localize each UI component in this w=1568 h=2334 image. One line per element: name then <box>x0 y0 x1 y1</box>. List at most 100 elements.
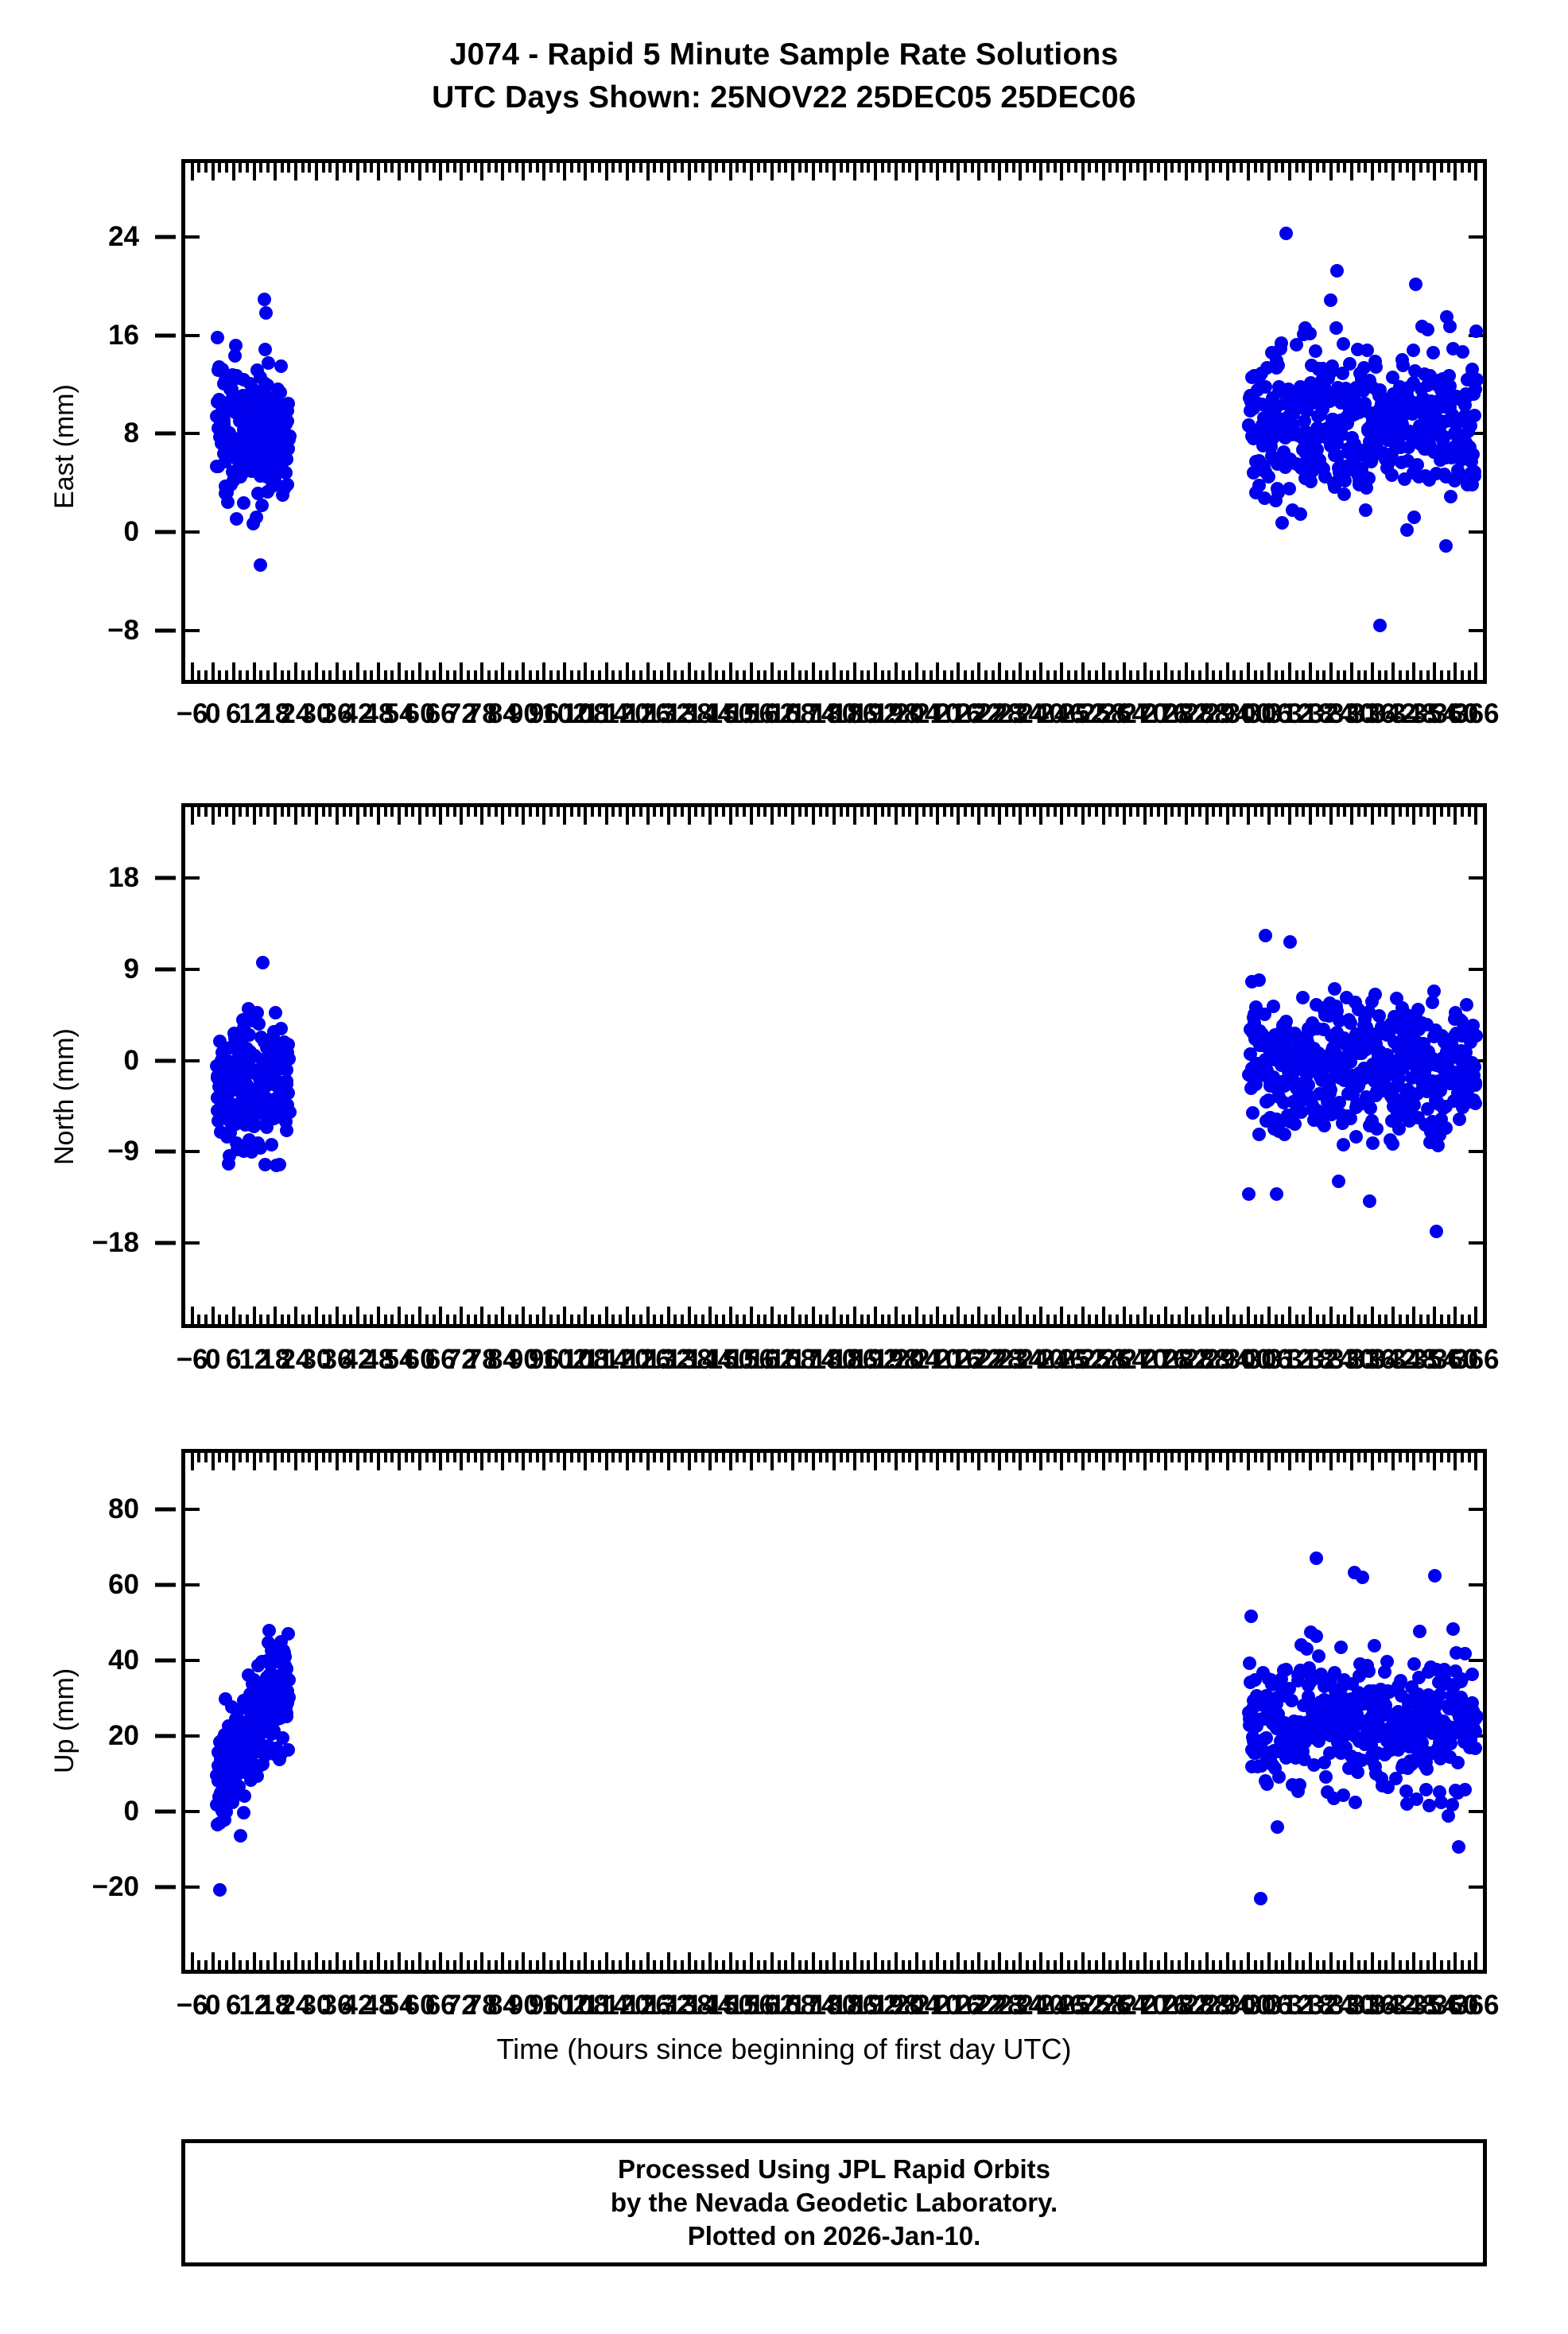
x-tick-mark <box>984 807 988 817</box>
x-tick-mark <box>1371 1952 1375 1970</box>
x-tick-mark <box>308 807 312 817</box>
x-tick-mark <box>1308 1307 1312 1324</box>
x-tick-mark <box>833 807 836 825</box>
y-tick-label: −20 <box>91 1870 139 1902</box>
x-tick-mark <box>1302 807 1306 817</box>
x-tick-mark <box>722 1960 726 1970</box>
x-tick-mark <box>287 1315 291 1324</box>
x-tick-mark <box>1053 1315 1057 1324</box>
data-point <box>281 1086 296 1101</box>
x-tick-mark <box>1032 1960 1036 1970</box>
data-point <box>255 498 270 512</box>
x-tick-mark <box>604 662 608 680</box>
x-tick-mark <box>763 163 767 173</box>
x-tick-mark <box>708 1952 712 1970</box>
x-tick-mark <box>197 1453 201 1462</box>
x-tick-mark <box>432 1960 436 1970</box>
x-tick-mark <box>632 670 636 680</box>
data-point <box>1407 1657 1421 1672</box>
x-tick-mark <box>770 1453 774 1470</box>
x-tick-mark <box>1253 1960 1257 1970</box>
x-tick-mark <box>743 670 747 680</box>
x-tick-mark <box>1170 1960 1174 1970</box>
x-tick-mark <box>1170 163 1174 173</box>
x-tick-mark <box>597 1960 601 1970</box>
x-tick-mark <box>659 807 663 817</box>
x-tick-mark <box>1308 662 1312 680</box>
x-tick-mark <box>328 807 332 817</box>
data-point <box>1466 447 1481 461</box>
data-point <box>211 330 225 344</box>
x-tick-mark <box>922 1453 926 1462</box>
x-tick-mark <box>1356 1453 1360 1462</box>
x-tick-mark <box>936 1307 940 1324</box>
data-point <box>249 510 263 524</box>
x-tick-mark <box>404 1315 408 1324</box>
x-tick-mark <box>218 163 222 173</box>
x-tick-mark <box>1322 1453 1326 1462</box>
x-tick-mark <box>1178 1315 1182 1324</box>
x-tick-mark <box>225 670 229 680</box>
x-tick-mark <box>1467 807 1471 817</box>
data-point <box>260 379 274 392</box>
x-tick-mark <box>218 1453 222 1462</box>
x-tick-mark <box>335 163 339 181</box>
x-tick-mark <box>1115 163 1119 173</box>
x-tick-mark <box>1412 163 1416 181</box>
x-tick-mark <box>735 670 739 680</box>
x-tick-mark <box>1081 163 1085 181</box>
x-tick-mark <box>466 1453 470 1462</box>
x-tick-mark <box>231 807 235 825</box>
x-tick-labels-east: −6 0 6 12 18 24 30 36 42 48 54 60 66 72 78 84 90 96 102 108… <box>177 698 1500 735</box>
x-tick-mark <box>273 1952 277 1970</box>
x-tick-mark <box>1426 163 1430 173</box>
x-tick-mark <box>1322 1315 1326 1324</box>
x-tick-mark <box>1260 1960 1264 1970</box>
x-tick-mark <box>632 1315 636 1324</box>
x-tick-mark <box>1019 163 1023 181</box>
x-tick-mark <box>1198 1315 1202 1324</box>
x-tick-mark <box>770 662 774 680</box>
x-tick-mark <box>625 662 629 680</box>
x-tick-mark <box>370 670 374 680</box>
y-tick-mark <box>185 235 200 239</box>
data-point <box>1271 358 1286 372</box>
x-tick-mark <box>728 163 732 181</box>
x-tick-mark <box>383 163 387 173</box>
x-tick-mark <box>1198 670 1202 680</box>
x-tick-mark <box>728 1952 732 1970</box>
x-tick-mark <box>246 1453 250 1462</box>
x-tick-mark <box>508 807 511 817</box>
x-tick-mark <box>618 807 622 817</box>
x-tick-mark <box>473 163 477 173</box>
x-tick-mark <box>673 1453 677 1462</box>
y-tick-stub <box>155 628 176 633</box>
x-tick-mark <box>957 1307 961 1324</box>
x-tick-mark <box>439 1952 443 1970</box>
x-tick-mark <box>301 1315 305 1324</box>
x-tick-mark <box>1170 1315 1174 1324</box>
x-tick-mark <box>377 807 381 825</box>
x-tick-mark <box>798 1315 801 1324</box>
x-tick-mark <box>432 1315 436 1324</box>
x-tick-mark <box>604 807 608 825</box>
x-tick-mark <box>970 163 974 173</box>
x-tick-mark <box>901 807 905 817</box>
x-tick-mark <box>1377 807 1381 817</box>
x-tick-mark <box>673 163 677 173</box>
x-tick-mark <box>556 807 560 817</box>
x-tick-mark <box>708 807 712 825</box>
x-tick-mark <box>1157 1315 1160 1324</box>
x-tick-mark <box>1019 1952 1023 1970</box>
x-tick-mark <box>570 670 574 680</box>
x-tick-mark <box>211 163 215 181</box>
y-tick-mark <box>185 1885 200 1889</box>
x-tick-mark <box>1060 662 1064 680</box>
data-point <box>1351 1765 1365 1780</box>
x-tick-mark <box>957 662 961 680</box>
x-tick-mark <box>853 807 857 825</box>
x-tick-mark <box>901 1960 905 1970</box>
x-tick-mark <box>632 163 636 173</box>
x-tick-mark <box>1446 1315 1450 1324</box>
x-tick-mark <box>1419 1315 1422 1324</box>
